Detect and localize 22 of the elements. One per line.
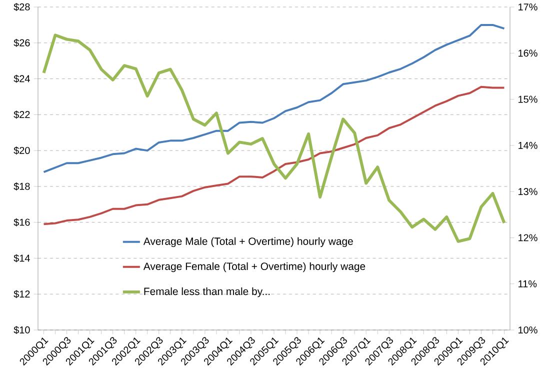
y2-tick-label: 12%	[518, 234, 538, 242]
y2-tick-label: 11%	[518, 280, 537, 288]
y-tick-label: $22	[14, 110, 30, 119]
y-tick-label: $12	[14, 290, 30, 298]
y2-tick-label: 10%	[518, 326, 538, 334]
y2-tick-label: 15%	[518, 96, 538, 103]
legend-label: Female less than male by...	[144, 287, 270, 298]
y2-tick-label: 13%	[518, 188, 538, 196]
y-tick-label: $20	[14, 146, 30, 155]
y2-tick-label: 17%	[518, 4, 538, 10]
y-tick-label: $16	[14, 218, 30, 226]
y2-tick-label: 14%	[518, 142, 538, 149]
y2-tick-label: 16%	[518, 50, 538, 57]
legend-label: Average Female (Total + Overtime) hourly wage	[143, 262, 366, 272]
y-tick-label: $28	[14, 2, 30, 12]
y-tick-label: $24	[14, 74, 30, 83]
y-tick-label: $14	[14, 254, 30, 262]
y-tick-label: $26	[14, 38, 30, 47]
y-tick-label: $10	[14, 326, 30, 334]
line-series	[42, 86, 506, 226]
legend-label: Average Male (Total + Overtime) hourly wage	[143, 237, 353, 248]
y-tick-label: $18	[14, 182, 30, 190]
